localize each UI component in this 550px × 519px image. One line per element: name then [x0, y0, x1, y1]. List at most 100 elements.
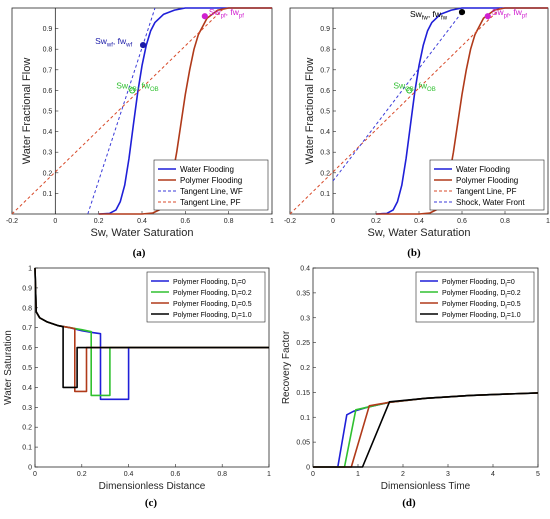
- subscript: wf: [106, 43, 113, 49]
- y-tick-label: 0.7: [22, 325, 32, 332]
- x-tick-label: 0.4: [137, 218, 147, 225]
- point-annotation: Swfw, fwfw: [410, 9, 448, 22]
- x-tick-label: 1: [546, 218, 550, 225]
- x-tick-label: 0: [331, 218, 335, 225]
- y-tick-label: 0.8: [320, 47, 330, 54]
- y-tick-label: 0.8: [43, 47, 53, 54]
- text-span: Polymer Flooding, D: [173, 290, 236, 297]
- x-tick-label: 3: [446, 471, 450, 478]
- subscript: i: [505, 294, 506, 300]
- series-line-4: [313, 392, 539, 468]
- y-tick-label: 0.6: [43, 88, 53, 95]
- y-tick-label: 0.7: [320, 67, 330, 74]
- chart-panel-2: -0.2 0 0.2 0.4 0.6 0.8 1 0.1 0.2 0.3 0.4 0.5 0.6 0.7 0…: [284, 7, 550, 259]
- series-line-1: [98, 7, 272, 215]
- series-line-1: [375, 7, 548, 215]
- panel-caption: (a): [133, 247, 146, 259]
- text-span: Sw: [410, 9, 423, 19]
- text-span: =1.0: [507, 312, 521, 319]
- text-span: , fw: [509, 7, 523, 17]
- x-axis-label: Dimensionless Time: [381, 481, 471, 492]
- point-annotation: Swpf, fwpf: [209, 7, 244, 20]
- x-tick-label: 0.6: [457, 218, 467, 225]
- y-tick-label: 0: [306, 465, 310, 472]
- subscript: pf: [522, 14, 527, 20]
- y-tick-label: 0.9: [22, 285, 32, 292]
- legend-label: Polymer Flooding, Di=0.5: [173, 301, 252, 311]
- y-tick-label: 0.2: [300, 365, 310, 372]
- legend-label: Polymer Flooding, Di=0.2: [173, 290, 252, 300]
- text-span: Polymer Flooding, D: [173, 312, 236, 319]
- text-span: Sw: [209, 7, 222, 17]
- legend-label: Polymer Flooding, Di=0.5: [442, 301, 521, 311]
- point-marker: [484, 13, 491, 20]
- panel-caption: (b): [407, 247, 421, 259]
- chart-panel-1: -0.2 0 0.2 0.4 0.6 0.8 1 0.1 0.2 0.3 0.4 0.5 0.6 0.7 0…: [6, 7, 274, 259]
- legend-label: Polymer Flooding, Di=1.0: [442, 312, 521, 322]
- y-tick-label: 0.9: [43, 26, 53, 33]
- subscript: OB: [405, 87, 414, 93]
- x-tick-label: 0.8: [217, 471, 227, 478]
- legend-label: Tangent Line, PF: [180, 198, 241, 207]
- legend: Water Flooding Polymer Flooding Tangent Li…: [153, 159, 269, 211]
- point-annotation: Swwf, fwwf: [95, 36, 132, 49]
- point-marker: [139, 41, 147, 49]
- y-tick-label: 0.1: [22, 445, 32, 452]
- text-span: =1.0: [238, 312, 252, 319]
- x-tick-label: 1: [267, 471, 271, 478]
- y-tick-label: 0.5: [22, 365, 32, 372]
- chart-panel-3: 0 0.2 0.4 0.6 0.8 1 0 0.1 0.2 0.3 0.4 0.5 0.6 0.7 0.8 0…: [3, 266, 271, 510]
- text-span: Polymer Flooding, D: [173, 279, 236, 286]
- y-tick-label: 0.5: [43, 109, 53, 116]
- y-tick-label: 0.3: [43, 150, 53, 157]
- subscript: fw: [422, 16, 429, 22]
- text-span: Polymer Flooding, D: [173, 301, 236, 308]
- y-tick-label: 0.1: [320, 191, 330, 198]
- x-tick-label: 0: [33, 471, 37, 478]
- legend-label: Shock, Water Front: [456, 198, 525, 207]
- legend-label: Polymer Flooding, Di=0: [173, 279, 246, 289]
- y-tick-label: 0.4: [22, 385, 32, 392]
- panel-caption: (c): [145, 497, 158, 509]
- point-marker: [201, 13, 208, 20]
- y-tick-label: 0.3: [300, 315, 310, 322]
- text-span: Polymer Flooding, D: [442, 279, 505, 286]
- series-line-4: [332, 11, 463, 182]
- text-span: Sw: [95, 36, 108, 46]
- series-line-4: [34, 267, 269, 389]
- subscript: i: [236, 305, 237, 311]
- subscript: i: [236, 316, 237, 322]
- subscript: pf: [239, 14, 244, 20]
- x-tick-label: 1: [356, 471, 360, 478]
- y-axis-label: Water Saturation: [3, 330, 14, 405]
- x-tick-label: 0.8: [224, 218, 234, 225]
- text-span: , fw: [137, 80, 151, 90]
- legend-label: Water Flooding: [180, 165, 234, 174]
- legend-label: Polymer Flooding: [180, 176, 242, 185]
- text-span: Polymer Flooding, D: [442, 312, 505, 319]
- y-tick-label: 0.4: [43, 129, 53, 136]
- y-axis-label: Recovery Factor: [281, 330, 292, 404]
- legend-label: Polymer Flooding, Di=0.2: [442, 290, 521, 300]
- y-tick-label: 0.15: [296, 390, 310, 397]
- point-marker: [406, 87, 413, 94]
- x-axis-label: Sw, Water Saturation: [91, 227, 194, 239]
- legend: Water Flooding Polymer Flooding Tangent Li…: [429, 159, 545, 211]
- y-tick-label: 0.1: [300, 415, 310, 422]
- point-annotation: Swpf, fwpf: [492, 7, 527, 20]
- y-tick-label: 0.35: [296, 290, 310, 297]
- y-axis-label: Water Fractional Flow: [21, 58, 33, 165]
- y-tick-label: 0.2: [320, 170, 330, 177]
- x-tick-label: 0.8: [500, 218, 510, 225]
- y-tick-label: 0.4: [300, 266, 310, 273]
- text-span: =0: [507, 279, 515, 286]
- y-tick-label: 0.05: [296, 440, 310, 447]
- series-line-2: [98, 7, 272, 215]
- text-span: Sw: [492, 7, 505, 17]
- x-tick-label: 0.2: [94, 218, 104, 225]
- x-tick-label: 0: [53, 218, 57, 225]
- text-span: Polymer Flooding, D: [442, 301, 505, 308]
- text-span: =0.2: [507, 290, 521, 297]
- y-axis-label: Water Fractional Flow: [304, 58, 316, 165]
